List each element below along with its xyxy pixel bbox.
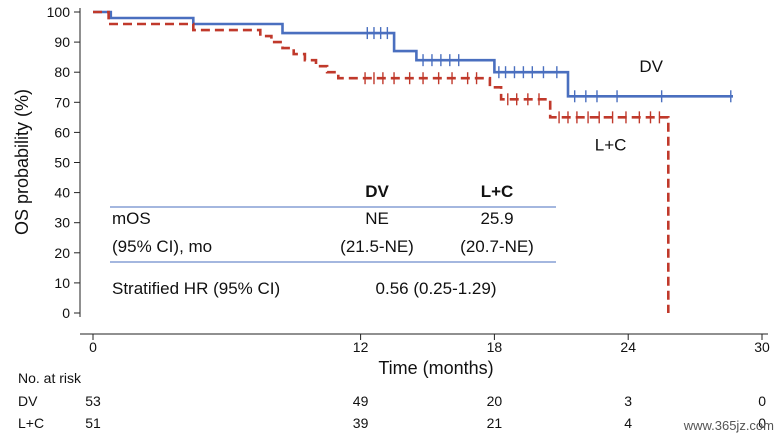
y-tick-label: 40 [54, 185, 70, 201]
y-tick-label: 70 [54, 94, 70, 110]
y-tick-label: 0 [62, 305, 70, 321]
series-line-lc [93, 10, 670, 313]
x-tick-label: 12 [353, 339, 369, 355]
series-label-lc: L+C [595, 135, 627, 154]
y-tick-label: 10 [54, 275, 70, 291]
y-tick-label: 80 [54, 64, 70, 80]
series-line-dv [93, 10, 733, 98]
y-tick-label: 90 [54, 34, 70, 50]
summary-cell-mos-dv: NE [365, 209, 389, 228]
x-tick-label: 24 [620, 339, 636, 355]
x-tick-label: 0 [89, 339, 97, 355]
summary-col-header-dv: DV [365, 182, 389, 201]
risk-value-dv: 53 [85, 393, 101, 409]
hazard-ratio-label: Stratified HR (95% CI) [112, 279, 280, 298]
risk-value-lc: 21 [487, 415, 503, 431]
axes: 0 10 20 30 40 50 60 70 80 90 100 0 12 18 24 30 [47, 4, 770, 355]
risk-value-dv: 0 [758, 393, 766, 409]
risk-value-lc: 51 [85, 415, 101, 431]
risk-values: 53 49 20 3 0 51 39 21 4 0 [85, 393, 766, 431]
summary-cell-ci-lc: (20.7-NE) [460, 237, 534, 256]
y-tick-label: 20 [54, 245, 70, 261]
y-axis-title: OS probability (%) [12, 89, 32, 235]
risk-table-title: No. at risk [18, 370, 82, 386]
risk-value-lc: 39 [353, 415, 369, 431]
risk-value-dv: 49 [353, 393, 369, 409]
series-label-dv: DV [639, 57, 663, 76]
risk-value-dv: 20 [487, 393, 503, 409]
risk-value-lc: 4 [624, 415, 632, 431]
x-tick-label: 18 [487, 339, 503, 355]
series-layer [93, 10, 733, 313]
risk-group-dv: DV [18, 393, 38, 409]
y-tick-label: 100 [47, 4, 71, 20]
summary-table: DV L+C mOS NE 25.9 (95% CI), mo (21.5-NE… [110, 182, 556, 298]
summary-cell-ci-dv: (21.5-NE) [340, 237, 414, 256]
risk-group-lc: L+C [18, 415, 44, 431]
risk-value-lc: 0 [758, 415, 766, 431]
y-tick-label: 50 [54, 155, 70, 171]
hazard-ratio-value: 0.56 (0.25-1.29) [376, 279, 497, 298]
watermark: www.365jz.com [683, 418, 774, 433]
x-tick-label: 30 [754, 339, 770, 355]
risk-table: No. at risk DV L+C 53 49 20 3 0 51 39 21 4 0 [18, 370, 766, 431]
summary-cell-mos-lc: 25.9 [480, 209, 513, 228]
summary-row-label-mos: mOS [112, 209, 151, 228]
summary-col-header-lc: L+C [481, 182, 514, 201]
x-axis-title: Time (months) [378, 358, 493, 378]
y-tick-label: 30 [54, 215, 70, 231]
summary-row-label-ci: (95% CI), mo [112, 237, 212, 256]
y-tick-label: 60 [54, 124, 70, 140]
risk-value-dv: 3 [624, 393, 632, 409]
